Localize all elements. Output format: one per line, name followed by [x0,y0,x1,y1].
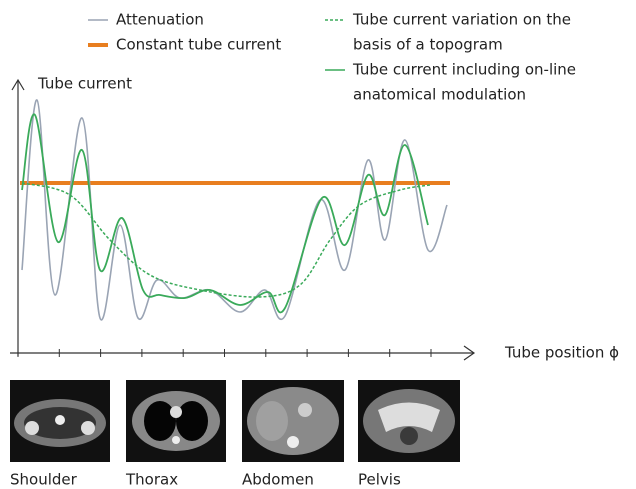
ct-image [358,380,460,462]
y-axis-label: Tube current [37,75,132,93]
legend-text: Attenuation [116,11,204,29]
x-axis-label: Tube position ϕ [504,344,619,362]
ct-image [242,380,344,462]
legend-text: basis of a topogram [353,36,503,54]
image-label: Abdomen [242,471,314,489]
topogram-curve [22,183,430,297]
ct-image [126,380,226,462]
legend-text: Tube current including on-line [352,61,576,79]
ct-image [10,380,110,462]
legend-text: Tube current variation on the [352,11,571,29]
image-label: Pelvis [358,471,401,489]
diagram: Attenuation Constant tube current Tube c… [0,0,636,489]
online-modulation-curve [22,114,428,312]
image-label: Shoulder [10,471,78,489]
image-label: Thorax [125,471,178,489]
legend-text: Constant tube current [116,36,281,54]
legend-text: anatomical modulation [353,86,526,104]
page: Attenuation Constant tube current Tube c… [0,0,636,489]
